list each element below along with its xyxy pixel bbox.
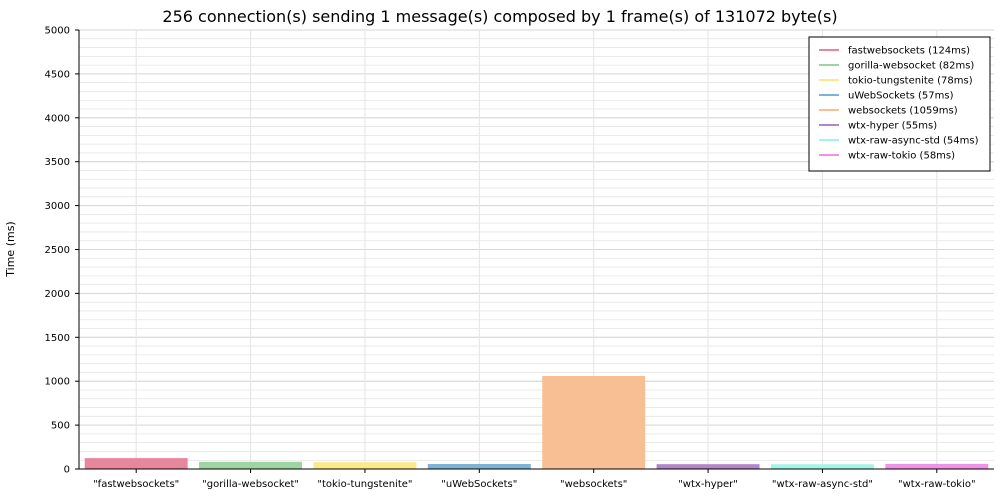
x-tick-label: "websockets" bbox=[560, 479, 627, 490]
y-tick-label: 1500 bbox=[45, 333, 70, 344]
y-tick-label: 2000 bbox=[45, 289, 70, 300]
bars bbox=[84, 376, 989, 469]
y-tick-label: 500 bbox=[51, 421, 70, 432]
legend-box bbox=[808, 36, 991, 172]
legend-entry-7: wtx-raw-tokio (58ms) bbox=[848, 151, 955, 162]
bar-4 bbox=[542, 376, 646, 469]
legend-entry-1: gorilla-websocket (82ms) bbox=[848, 61, 974, 72]
bar-0 bbox=[84, 458, 188, 469]
bar-5 bbox=[656, 464, 760, 469]
legend-entry-0: fastwebsockets (124ms) bbox=[848, 46, 970, 57]
legend-entry-2: tokio-tungstenite (78ms) bbox=[848, 76, 973, 87]
y-tick-label: 1000 bbox=[45, 377, 70, 388]
x-tick-label: "fastwebsockets" bbox=[93, 479, 179, 490]
legend-entry-5: wtx-hyper (55ms) bbox=[848, 121, 937, 132]
y-tick-label: 2500 bbox=[45, 245, 70, 256]
bar-1 bbox=[199, 461, 303, 469]
y-tick-label: 3000 bbox=[45, 201, 70, 212]
legend-entry-3: uWebSockets (57ms) bbox=[848, 91, 954, 102]
x-tick-label: "gorilla-websocket" bbox=[202, 479, 299, 490]
legend: fastwebsockets (124ms) gorilla-websocket … bbox=[808, 36, 991, 172]
bar-7 bbox=[885, 463, 989, 469]
y-tick-label: 5000 bbox=[45, 26, 70, 37]
legend-entry-4: websockets (1059ms) bbox=[848, 106, 958, 117]
y-axis-label: Time (ms) bbox=[4, 221, 17, 277]
chart-title: 256 connection(s) sending 1 message(s) c… bbox=[162, 7, 837, 26]
x-tick-label: "wtx-hyper" bbox=[678, 479, 738, 490]
legend-entry-6: wtx-raw-async-std (54ms) bbox=[848, 136, 979, 147]
x-tick-label: "wtx-raw-tokio" bbox=[898, 479, 976, 490]
x-tick-label: "wtx-raw-async-std" bbox=[772, 479, 873, 490]
x-tick-label: "uWebSockets" bbox=[441, 479, 517, 490]
y-tick-label: 0 bbox=[64, 465, 70, 476]
bar-6 bbox=[770, 464, 874, 469]
x-ticks: "fastwebsockets" "gorilla-websocket" "toki… bbox=[93, 469, 976, 490]
y-ticks: 0 500 1000 1500 2000 2500 3000 3500 4000 4500 5000 bbox=[45, 26, 79, 476]
y-tick-label: 3500 bbox=[45, 157, 70, 168]
bar-2 bbox=[313, 462, 417, 469]
y-tick-label: 4500 bbox=[45, 69, 70, 80]
bar-3 bbox=[427, 463, 531, 469]
x-tick-label: "tokio-tungstenite" bbox=[317, 479, 412, 490]
y-tick-label: 4000 bbox=[45, 113, 70, 124]
